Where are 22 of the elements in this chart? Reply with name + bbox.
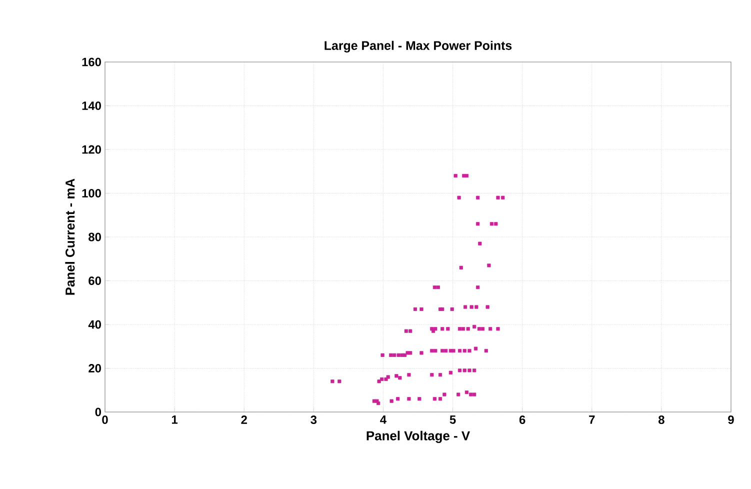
x-tick-label: 2 (241, 416, 247, 424)
y-tick-label: 140 (82, 102, 101, 110)
y-tick-label: 20 (88, 364, 101, 372)
x-tick-label: 9 (728, 416, 734, 424)
y-axis-title: Panel Current - mA (65, 178, 75, 295)
y-tick-label: 80 (88, 232, 101, 242)
x-tick-label: 8 (658, 416, 664, 424)
chart-title: Large Panel - Max Power Points (324, 40, 512, 52)
y-tick-label: 160 (82, 58, 101, 66)
y-tick-label: 100 (82, 189, 101, 198)
x-tick-label: 6 (519, 416, 526, 424)
x-tick-label: 3 (310, 416, 317, 424)
x-tick-label: 0 (102, 416, 108, 424)
y-tick-label: 0 (95, 408, 101, 416)
y-tick-label: 120 (82, 145, 101, 154)
x-axis-title: Panel Voltage - V (366, 430, 470, 443)
y-tick-label: 40 (88, 320, 101, 329)
x-tick-label: 4 (380, 416, 386, 424)
x-tick-label: 7 (589, 416, 595, 424)
x-tick-label: 1 (172, 416, 178, 424)
x-tick-label: 5 (450, 416, 456, 424)
y-tick-label: 60 (88, 276, 101, 285)
